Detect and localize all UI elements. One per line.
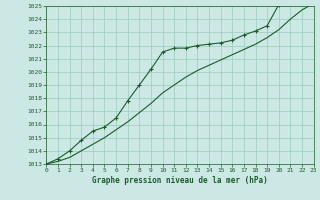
X-axis label: Graphe pression niveau de la mer (hPa): Graphe pression niveau de la mer (hPa) <box>92 176 268 185</box>
